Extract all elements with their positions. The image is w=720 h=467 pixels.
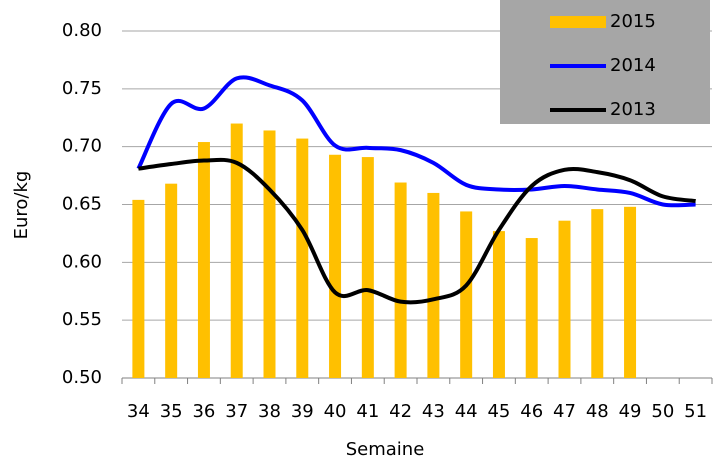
x-tick-label: 43	[422, 401, 445, 422]
bar	[263, 130, 276, 378]
x-tick-label: 38	[258, 401, 281, 422]
bar	[525, 238, 538, 378]
x-tick-label: 50	[651, 401, 674, 422]
legend-label: 2014	[610, 55, 656, 76]
x-tick-label: 37	[225, 401, 248, 422]
bar	[132, 199, 145, 378]
y-tick-label: 0.75	[62, 78, 102, 99]
x-tick-label: 47	[553, 401, 576, 422]
bar	[230, 123, 243, 379]
bar	[197, 142, 210, 378]
legend-label: 2013	[610, 99, 656, 120]
bar	[296, 138, 309, 378]
line	[136, 75, 696, 208]
legend-label: 2015	[610, 11, 656, 32]
x-tick-label: 34	[127, 401, 150, 422]
x-tick-label: 51	[684, 401, 707, 422]
x-tick-label: 36	[192, 401, 215, 422]
x-tick-label: 39	[291, 401, 314, 422]
x-axis-label: Semaine	[346, 439, 425, 460]
y-tick-label: 0.65	[62, 194, 102, 215]
line	[138, 157, 696, 305]
y-tick-label: 0.80	[62, 20, 102, 41]
x-tick-label: 42	[389, 401, 412, 422]
y-axis-label: Euro/kg	[11, 171, 32, 240]
bar	[165, 183, 178, 378]
y-tick-label: 0.50	[62, 367, 102, 388]
bar	[394, 182, 407, 378]
bar	[624, 206, 637, 378]
x-tick-label: 44	[455, 401, 478, 422]
x-tick-label: 46	[520, 401, 543, 422]
legend-swatch	[550, 16, 606, 28]
x-tick-label: 40	[324, 401, 347, 422]
bar	[329, 154, 342, 378]
x-tick-label: 35	[160, 401, 183, 422]
bar	[460, 211, 473, 378]
y-tick-label: 0.60	[62, 251, 102, 272]
x-tick-label: 48	[586, 401, 609, 422]
x-tick-label: 49	[619, 401, 642, 422]
bar	[492, 231, 505, 378]
bar	[427, 192, 440, 378]
bar	[361, 157, 374, 378]
bar	[591, 209, 604, 378]
y-tick-label: 0.55	[62, 309, 102, 330]
x-tick-label: 45	[487, 401, 510, 422]
bar	[558, 220, 571, 378]
y-tick-label: 0.70	[62, 136, 102, 157]
x-tick-label: 41	[356, 401, 379, 422]
